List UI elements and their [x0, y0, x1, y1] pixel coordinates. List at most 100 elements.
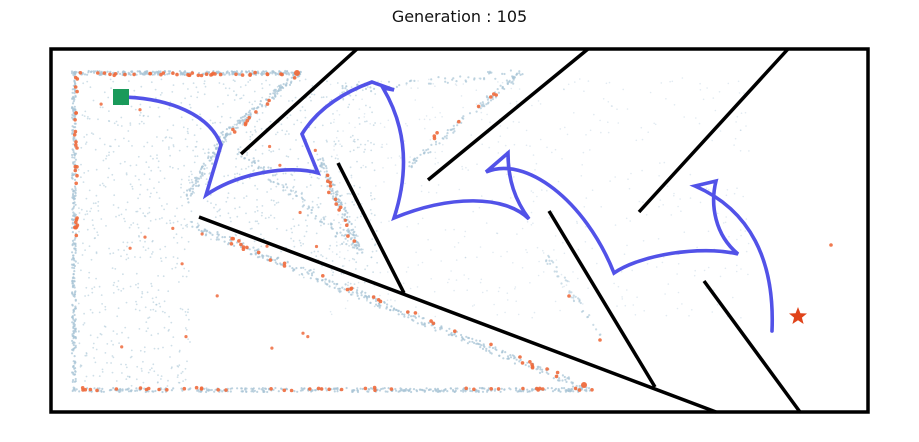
scatter-point — [216, 210, 219, 213]
scatter-point — [572, 296, 575, 299]
scatter-point — [300, 121, 303, 124]
scatter-point — [172, 336, 175, 338]
scatter-point — [298, 79, 301, 82]
scatter-point — [72, 143, 75, 146]
scatter-point — [167, 379, 169, 382]
scatter-point — [125, 301, 128, 304]
scatter-point — [275, 185, 278, 188]
scatter-point — [455, 84, 458, 87]
scatter-point — [99, 184, 101, 187]
scatter-point — [740, 234, 742, 237]
scatter-point — [71, 239, 75, 242]
scatter-point — [234, 207, 237, 210]
scatter-point — [567, 83, 570, 86]
scatter-point — [171, 226, 175, 230]
scatter-point — [739, 129, 742, 132]
scatter-point — [455, 259, 458, 261]
scatter-point — [640, 126, 643, 129]
scatter-point — [485, 95, 488, 98]
scatter-point — [414, 316, 417, 319]
scatter-point — [180, 178, 183, 181]
scatter-point — [137, 282, 140, 285]
scatter-point — [205, 183, 207, 186]
scatter-point — [180, 116, 183, 119]
scatter-point — [74, 367, 77, 370]
scatter-point — [108, 110, 110, 112]
scatter-point — [186, 223, 189, 226]
scatter-point — [363, 386, 368, 391]
scatter-point — [73, 295, 76, 298]
scatter-point — [93, 227, 96, 230]
scatter-point — [285, 130, 288, 133]
scatter-point — [236, 153, 239, 156]
wall-segment — [702, 279, 802, 414]
scatter-point — [306, 225, 308, 227]
scatter-point — [147, 390, 150, 393]
scatter-point — [275, 202, 278, 204]
scatter-point — [73, 270, 76, 273]
scatter-point — [202, 148, 205, 151]
scatter-point — [680, 210, 682, 212]
scatter-point — [335, 253, 338, 256]
scatter-point — [353, 184, 356, 187]
scatter-point — [116, 285, 119, 288]
scatter-point — [159, 70, 162, 73]
scatter-point — [140, 72, 143, 75]
scatter-point — [550, 259, 553, 262]
scatter-point — [187, 388, 190, 391]
scatter-point — [607, 131, 610, 134]
scatter-point — [146, 70, 149, 73]
scatter-point — [745, 218, 748, 220]
scatter-point — [71, 131, 74, 134]
scatter-point — [635, 139, 638, 142]
scatter-point — [183, 248, 186, 251]
scatter-point — [422, 149, 425, 152]
scatter-point — [301, 106, 304, 108]
scatter-point — [464, 256, 467, 259]
scatter-point — [530, 211, 533, 214]
scatter-point — [222, 103, 224, 105]
scatter-point — [344, 283, 347, 286]
scatter-point — [481, 390, 485, 393]
scatter-point — [73, 341, 76, 344]
scatter-point — [591, 189, 594, 191]
scatter-point — [705, 287, 707, 290]
scatter-point — [260, 127, 263, 130]
scatter-point — [498, 354, 501, 357]
scatter-point — [319, 170, 322, 173]
scatter-point — [113, 281, 116, 284]
scatter-point — [157, 332, 160, 335]
scatter-point — [82, 242, 84, 245]
scatter-point — [361, 251, 364, 254]
scatter-point — [405, 122, 407, 125]
scatter-point — [285, 155, 288, 158]
scatter-point — [408, 165, 411, 168]
scatter-point — [195, 140, 198, 143]
scatter-point — [430, 278, 433, 280]
scatter-point — [326, 140, 328, 143]
scatter-point — [260, 214, 263, 217]
scatter-point — [362, 248, 364, 251]
scatter-point — [452, 124, 455, 127]
scatter-point — [411, 318, 414, 321]
scatter-point — [511, 354, 514, 357]
scatter-point — [486, 390, 489, 393]
scatter-point — [434, 315, 437, 318]
scatter-point — [279, 87, 283, 90]
scatter-point — [657, 238, 660, 240]
scatter-point — [411, 162, 414, 165]
scatter-point — [248, 177, 251, 180]
scatter-point — [453, 127, 456, 130]
scatter-point — [489, 99, 493, 102]
scatter-point — [145, 161, 148, 164]
scatter-point — [371, 250, 374, 253]
scatter-point — [340, 272, 343, 275]
scatter-point — [462, 83, 465, 85]
scatter-point — [190, 179, 193, 181]
scatter-point — [207, 148, 210, 151]
scatter-point — [126, 388, 129, 391]
scatter-point — [249, 131, 252, 133]
scatter-point — [421, 261, 424, 264]
scatter-point — [104, 308, 107, 311]
start-marker — [113, 89, 129, 105]
